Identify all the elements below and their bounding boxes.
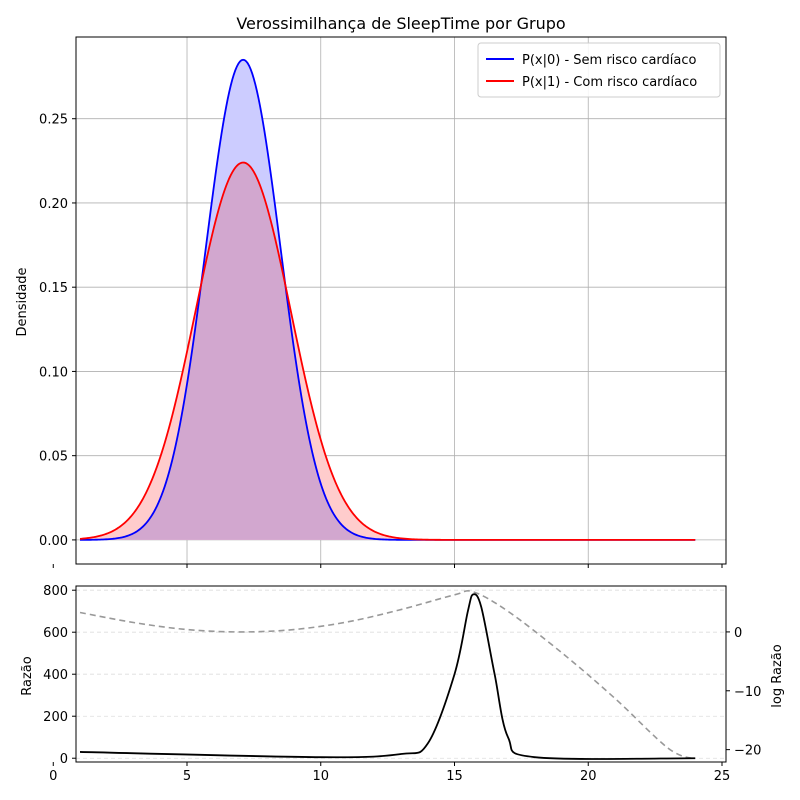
top-y-tick-label: 0.25 [39, 113, 68, 128]
bottom-right-y-axis-title: log Razão [770, 644, 785, 707]
chart-title: Verossimilhança de SleepTime por Grupo [236, 14, 565, 33]
bottom-y-tick-label: 0 [60, 752, 68, 767]
bottom-x-tick-label: 15 [446, 769, 463, 784]
bottom-right-y-tick-label: −20 [734, 744, 761, 759]
series-1-line [79, 161, 696, 541]
top-y-axis-title: Densidade [15, 267, 30, 336]
overlap-area [80, 162, 696, 540]
bottom-x-tick-label: 10 [312, 769, 329, 784]
top-y-tick-label: 0.05 [39, 450, 68, 465]
bottom-x-tick-label: 25 [714, 769, 731, 784]
bottom-right-y-tick-label: 0 [734, 626, 742, 641]
bottom-y-tick-label: 400 [43, 668, 68, 683]
bottom-y-axis-title: Razão [20, 656, 35, 696]
legend-label-1: P(x|1) - Com risco cardíaco [522, 75, 697, 90]
legend-box [477, 42, 721, 98]
top-plot-frame [75, 36, 727, 565]
bottom-y-tick-label: 800 [43, 584, 68, 599]
legend-label-0: P(x|0) - Sem risco cardíaco [522, 53, 696, 68]
bottom-right-y-tick-label: −10 [734, 685, 761, 700]
bottom-y-tick-label: 600 [43, 626, 68, 641]
bottom-x-tick-label: 5 [183, 769, 191, 784]
log-ratio-line [79, 589, 696, 760]
bottom-x-tick-label: 0 [49, 769, 57, 784]
top-y-tick-label: 0.15 [39, 281, 68, 296]
ratio-line [79, 593, 696, 760]
bottom-x-tick-label: 20 [580, 769, 597, 784]
top-y-tick-label: 0.20 [39, 197, 68, 212]
bottom-y-tick-label: 200 [43, 710, 68, 725]
top-y-tick-label: 0.00 [39, 534, 68, 549]
top-y-tick-label: 0.10 [39, 365, 68, 380]
